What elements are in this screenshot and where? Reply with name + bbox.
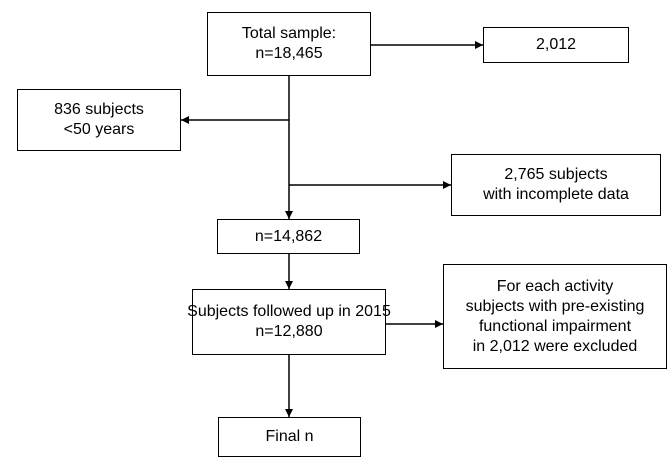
- excluded-2012-count: 2,012: [535, 36, 577, 53]
- box-excluded-2012: 2,012: [483, 27, 629, 63]
- box-under-50: 836 subjects <50 years: [17, 89, 181, 151]
- box-total-sample: Total sample: n=18,465: [207, 12, 371, 76]
- preexisting-line-1: For each activity: [496, 277, 614, 295]
- preexisting-line-2: subjects with pre-existing: [465, 297, 645, 315]
- preexisting-line-3: functional impairment: [478, 317, 632, 335]
- box-n-14862: n=14,862: [217, 219, 360, 254]
- total-sample-label: Total sample:: [241, 25, 337, 42]
- incomplete-count: 2,765 subjects: [504, 166, 608, 183]
- box-followed-up: Subjects followed up in 2015 n=12,880: [187, 289, 391, 355]
- under-50-label: <50 years: [63, 121, 135, 138]
- box-incomplete-data: 2,765 subjects with incomplete data: [451, 154, 661, 216]
- followed-up-count: n=12,880: [255, 323, 323, 340]
- incomplete-label: with incomplete data: [483, 186, 629, 203]
- n-14862-count: n=14,862: [254, 227, 323, 245]
- box-preexisting-impairment: For each activity subjects with pre-exis…: [443, 264, 667, 369]
- box-final-n: Final n: [218, 417, 361, 457]
- preexisting-line-4: in 2,012 were excluded: [472, 337, 638, 355]
- under-50-count: 836 subjects: [54, 101, 144, 118]
- total-sample-count: n=18,465: [255, 45, 323, 62]
- followed-up-label: Subjects followed up in 2015: [187, 303, 391, 320]
- final-n-label: Final n: [265, 428, 314, 445]
